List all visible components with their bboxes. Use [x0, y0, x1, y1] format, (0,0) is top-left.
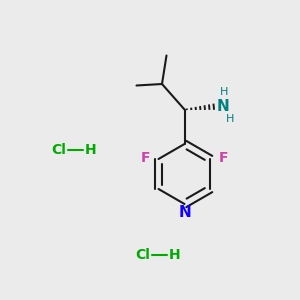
Text: H: H [220, 87, 228, 97]
Text: Cl: Cl [51, 143, 66, 157]
Text: H: H [85, 143, 96, 157]
Text: N: N [216, 99, 229, 114]
Text: F: F [219, 152, 228, 165]
Text: F: F [141, 152, 150, 165]
Text: H: H [226, 114, 234, 124]
Text: H: H [169, 248, 180, 262]
Text: Cl: Cl [135, 248, 150, 262]
Text: N: N [178, 205, 191, 220]
